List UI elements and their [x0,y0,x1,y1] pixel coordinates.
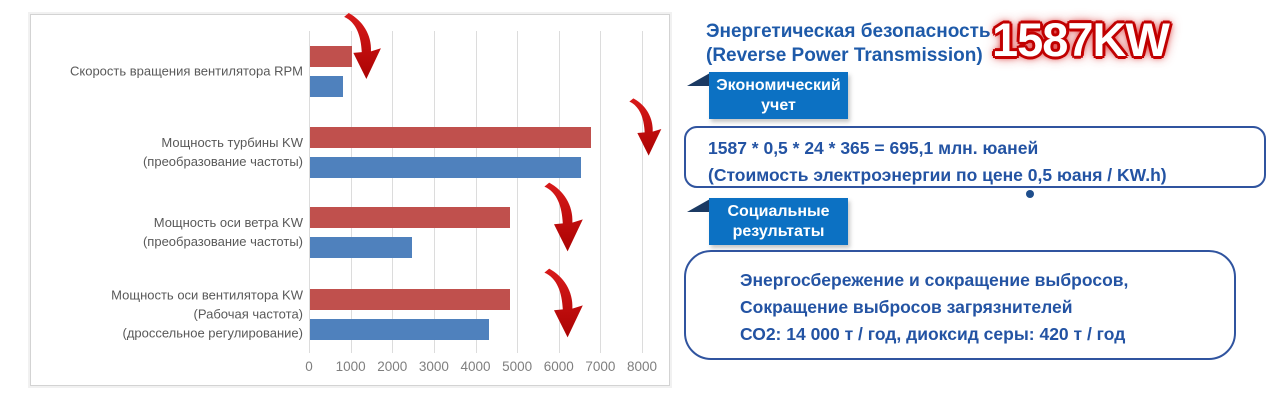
category-label: Мощность турбины KW (преобразование част… [142,135,303,169]
ribbon-economic: Экономический учет [709,72,848,119]
x-tick-label: 3000 [418,359,449,374]
category-label: Скорость вращения вентилятора RPM [70,63,303,79]
bar-blue [310,157,581,178]
gridline [433,31,435,353]
ribbon-social: Социальные результаты [709,198,848,245]
gridline [600,31,602,353]
x-tick-label: 0 [305,359,313,374]
headline-power-value: 1587KW [992,13,1170,66]
bullet-dot [1026,190,1034,198]
category-label: Мощность оси ветра KW (преобразование ча… [142,215,303,249]
social-results-line3: СО2: 14 000 т / год, диоксид серы: 420 т… [740,324,1126,344]
gridline [517,31,519,353]
bar-red [310,289,510,310]
down-arrow-icon [629,98,662,156]
x-tick-label: 5000 [502,359,533,374]
x-tick-label: 8000 [626,359,658,374]
bar-blue [310,319,489,340]
section-title: Энергетическая безопасность (Reverse Pow… [706,20,991,68]
gridline [642,31,643,353]
ribbon-social-line1: Социальные [727,203,830,220]
down-arrow-icon [544,182,583,252]
ribbon-fold-icon [687,199,710,212]
gridline [392,31,394,353]
economic-formula: 1587 * 0,5 * 24 * 365 = 695,1 млн. юаней [708,138,1039,158]
bar-red [310,46,352,67]
ribbon-economic-line1: Экономический [716,77,841,94]
down-arrow-icon [544,268,583,338]
gridline [309,31,310,353]
down-arrow-icon [344,13,381,79]
x-tick-label: 2000 [377,359,408,374]
gridline [475,31,477,353]
social-results-line1: Энергосбережение и сокращение выбросов, [740,270,1129,290]
category-label: Мощность оси вентилятора KW (Рабочая час… [111,287,303,341]
x-tick-label: 6000 [543,359,574,374]
social-results-box: Энергосбережение и сокращение выбросов, … [684,250,1236,360]
bar-blue [310,76,344,97]
ribbon-social-line2: результаты [732,223,825,240]
gridline [350,31,352,353]
bar-blue [310,237,412,258]
ribbon-economic-line2: учет [761,97,796,114]
section-title-line2: (Reverse Power Transmission) [706,45,983,66]
bar-red [310,127,591,148]
x-tick-label: 1000 [335,359,366,374]
bar-red [310,207,510,228]
social-results-line2: Сокращение выбросов загрязнителей [740,297,1073,317]
economic-formula-note: (Стоимость электроэнергии по цене 0,5 юа… [708,165,1167,185]
x-tick-label: 7000 [585,359,616,374]
section-title-line1: Энергетическая безопасность [706,21,991,42]
ribbon-fold-icon [687,73,710,86]
x-tick-label: 4000 [460,359,491,374]
economic-calculation-box: 1587 * 0,5 * 24 * 365 = 695,1 млн. юаней… [684,126,1266,188]
